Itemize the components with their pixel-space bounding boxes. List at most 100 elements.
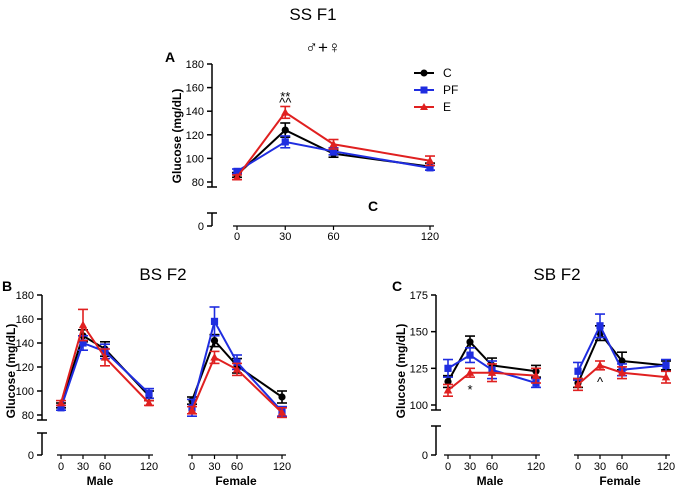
y-tick-label: 160 — [16, 314, 34, 326]
legend-label: PF — [443, 83, 458, 97]
y-tick-label: 140 — [16, 338, 34, 350]
series-line-pf — [191, 318, 283, 413]
data-point — [210, 353, 219, 361]
data-point — [596, 322, 604, 330]
x-tick-label: 60 — [327, 231, 339, 243]
data-point — [281, 107, 290, 116]
panel-b: BS F2 B Glucose (mg/dL) Male Female 0 80 1… — [2, 265, 291, 488]
data-point — [425, 156, 435, 164]
y-tick-label: 80 — [192, 177, 204, 189]
x-tick-label: 0 — [575, 461, 581, 473]
y-tick-label: 100 — [186, 153, 204, 165]
y-tick-label: 120 — [16, 362, 34, 374]
data-point — [210, 317, 219, 325]
x-tick-label: 60 — [616, 461, 628, 473]
x-tick-label: 60 — [231, 461, 243, 473]
data-point — [574, 367, 582, 375]
stray-label: C — [368, 198, 378, 214]
y-tick-label: 100 — [410, 400, 428, 412]
significance-annotation: ^ — [597, 375, 604, 390]
legend-label: E — [443, 100, 451, 114]
data-point — [487, 368, 497, 376]
y-tick-label: 80 — [22, 410, 34, 422]
data-point — [281, 126, 289, 134]
series-line-pf — [577, 323, 667, 372]
x-tick-label: 30 — [594, 461, 606, 473]
data-point — [662, 361, 670, 369]
panel-a: SS F1 ♂+♀ A C Glucose (mg/dL) 0 80 100 120 1… — [165, 5, 458, 243]
data-point — [187, 405, 197, 414]
legend-entry-e: E — [414, 100, 451, 114]
data-point — [595, 361, 605, 369]
data-point — [443, 385, 453, 394]
y-tick-label: 100 — [16, 386, 34, 398]
series-line-e — [447, 371, 537, 392]
plot-area: 0 100 125 150 175 0 30 60 120 0 30 60 120 * ^ — [410, 290, 676, 473]
series-line-e — [60, 322, 150, 404]
data-point — [661, 372, 671, 381]
chart-title: SB F2 — [533, 265, 580, 284]
panel-letter: B — [2, 278, 12, 294]
data-point — [329, 139, 338, 148]
sex-symbol: ♂+♀ — [305, 38, 340, 57]
data-point — [232, 172, 242, 181]
series-line-pf — [60, 341, 150, 409]
legend-entry-pf: PF — [414, 83, 458, 97]
data-point — [617, 368, 627, 376]
data-point — [281, 138, 289, 146]
y-tick-label: 150 — [410, 327, 428, 339]
y-tick-label: 0 — [28, 450, 34, 462]
x-tick-label: 120 — [273, 461, 291, 473]
legend-marker — [420, 86, 428, 94]
data-point — [145, 389, 153, 397]
series-line-e — [191, 356, 283, 414]
data-point — [466, 338, 474, 346]
data-point — [210, 337, 219, 345]
significance-annotation: ** — [280, 89, 290, 104]
y-tick-label: 140 — [186, 106, 204, 118]
series-line-c — [191, 338, 283, 401]
y-tick-label: 120 — [186, 130, 204, 142]
y-axis-title: Glucose (mg/dL) — [170, 89, 184, 184]
x-tick-label: 60 — [99, 461, 111, 473]
data-point — [79, 339, 87, 347]
y-tick-label: 0 — [198, 221, 204, 233]
data-point — [233, 167, 241, 175]
data-point — [573, 380, 583, 388]
panel-letter: A — [165, 49, 175, 65]
data-point — [233, 358, 241, 366]
significance-annotation: ^^ — [279, 95, 292, 110]
y-axis-title: Glucose (mg/dL) — [4, 324, 18, 419]
panel-letter: C — [392, 278, 402, 294]
data-point — [100, 353, 110, 361]
x-tick-label: 0 — [234, 231, 240, 243]
y-tick-label: 160 — [186, 83, 204, 95]
chart-title: SS F1 — [289, 5, 336, 24]
series-line-e — [577, 364, 667, 386]
data-point — [531, 371, 541, 379]
data-point — [444, 377, 452, 386]
data-point — [56, 398, 66, 407]
x-tick-label: 60 — [486, 461, 498, 473]
x-tick-label: 30 — [208, 461, 220, 473]
x-tick-label: 0 — [58, 461, 64, 473]
group-label-male: Male — [87, 474, 114, 488]
series-line-pf — [447, 353, 537, 384]
group-label-female: Female — [215, 474, 257, 488]
legend-marker — [420, 103, 428, 110]
data-point — [466, 351, 474, 359]
plot-area: 0 80 100 120 140 160 180 0 30 60 120 0 30 60 120 — [16, 290, 292, 473]
x-tick-label: 120 — [140, 461, 158, 473]
series-line-e — [236, 111, 431, 178]
x-tick-label: 30 — [464, 461, 476, 473]
legend-marker — [420, 69, 428, 77]
data-point — [618, 357, 626, 365]
data-point — [444, 364, 452, 372]
legend-label: C — [443, 66, 452, 80]
group-label-female: Female — [599, 474, 641, 488]
data-point — [144, 398, 154, 407]
plot-area: 0 80 100 120 140 160 180 0 30 60 120 **^^ — [186, 59, 440, 243]
data-point — [232, 365, 242, 373]
y-tick-label: 180 — [16, 290, 34, 302]
